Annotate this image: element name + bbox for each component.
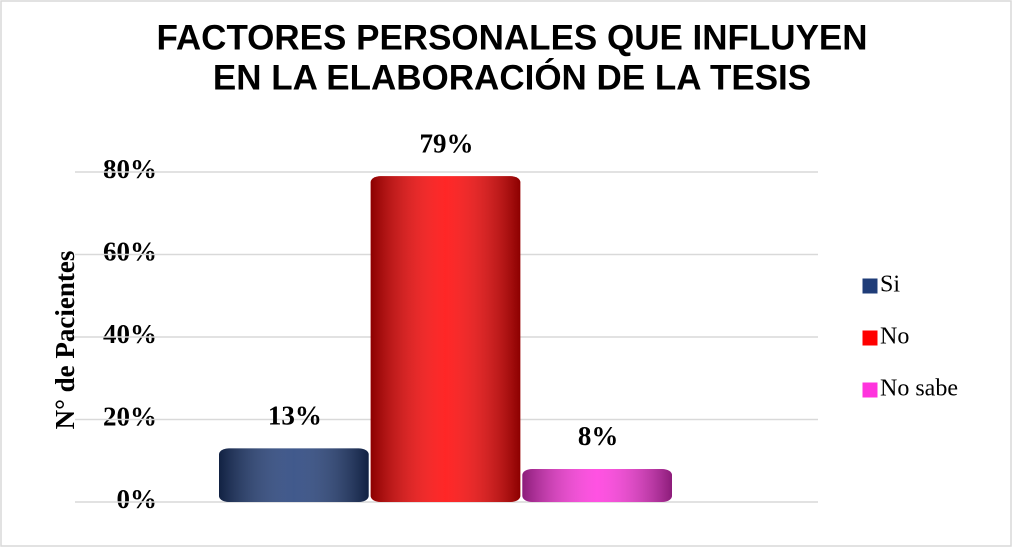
data-label: 8% (578, 421, 619, 451)
bar-shade (522, 469, 672, 502)
y-tick-label: 40% (103, 319, 157, 349)
y-tick-label: 80% (103, 154, 157, 184)
data-label: 13% (268, 401, 322, 431)
legend-label: No (880, 324, 909, 350)
legend-swatch (861, 381, 879, 399)
chart-title: EN LA ELABORACIÓN DE LA TESIS (213, 57, 811, 97)
legend-label: No sabe (880, 376, 958, 402)
data-label: 79% (420, 128, 474, 158)
legend-swatch (861, 277, 879, 295)
y-axis-title: N° de Pacientes (50, 251, 80, 430)
chart-title: FACTORES PERSONALES QUE INFLUYEN (156, 18, 867, 57)
y-tick-label: 60% (103, 237, 157, 267)
bar-shade (370, 176, 521, 502)
y-tick-label: 0% (117, 484, 158, 514)
legend-label: Si (880, 272, 900, 298)
y-tick-label: 20% (103, 402, 157, 432)
legend-swatch (861, 329, 879, 347)
bar-shade (219, 448, 369, 502)
